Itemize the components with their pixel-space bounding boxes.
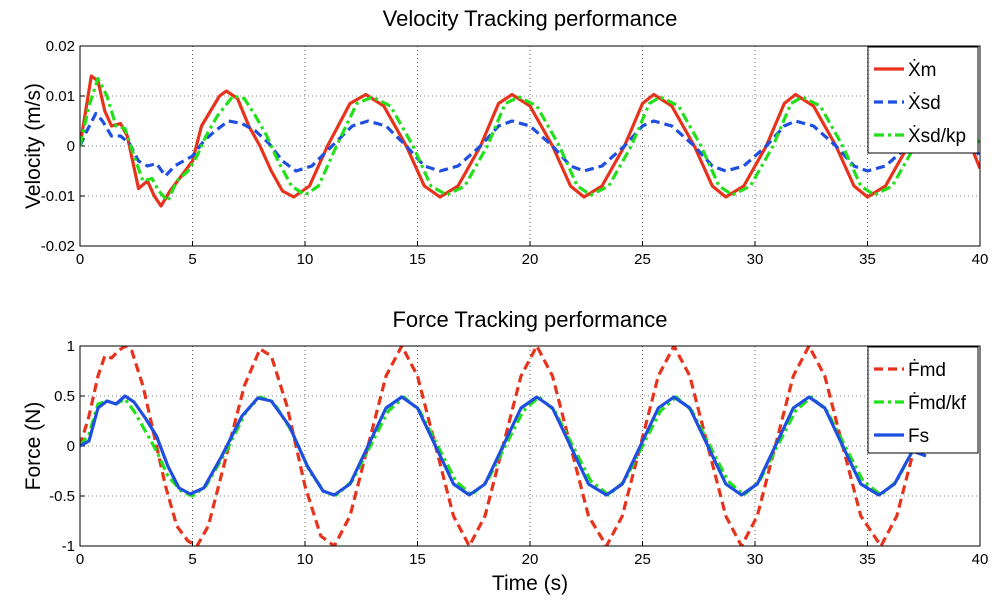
x-tick-label: 40: [972, 551, 989, 568]
y-tick-label: -0.5: [49, 488, 75, 505]
axes-frame: [79, 345, 981, 547]
chart-panel-0: 0 5 10 15 20 25 30 35 40 0.02 0.01 0 -0.01 -0.02 Veloc…: [22, 6, 988, 268]
series-line-1: [80, 395, 935, 498]
legend-label: Fs: [908, 426, 929, 447]
x-tick-label: 35: [859, 551, 876, 568]
x-tick-label: 20: [522, 251, 539, 268]
chart-title: Velocity Tracking performance: [383, 6, 678, 31]
y-tick-label: 0: [67, 138, 75, 155]
x-tick-label: 10: [297, 551, 314, 568]
series-line-0: [80, 346, 935, 546]
series-line-2: [80, 394, 927, 497]
x-tick-label: 30: [747, 251, 764, 268]
y-tick-label: -1: [62, 538, 75, 555]
legend-label: Ḟmd: [908, 360, 946, 381]
x-tick-label: 0: [76, 551, 84, 568]
x-tick-label: 5: [188, 551, 196, 568]
x-tick-label: 0: [76, 251, 84, 268]
y-tick-label: 0.5: [54, 388, 75, 405]
x-tick-label: 20: [522, 551, 539, 568]
series-line-1: [80, 111, 980, 178]
axes-frame: [79, 45, 981, 247]
x-tick-label: 5: [188, 251, 196, 268]
y-axis-label: Force (N): [22, 402, 45, 491]
legend: Ḟmd Ḟmd/kf Fs: [867, 346, 979, 454]
chart-title: Force Tracking performance: [392, 307, 667, 332]
y-tick-label: 0: [67, 438, 75, 455]
legend-box: [867, 46, 979, 154]
y-tick-label: 0.02: [46, 38, 75, 55]
y-tick-label: 1: [67, 338, 75, 355]
legend-label: Ẋm: [908, 60, 937, 81]
x-tick-label: 15: [409, 551, 426, 568]
legend-label: Ẋsd/kp: [908, 126, 966, 147]
legend: Ẋm Ẋsd Ẋsd/kp: [867, 46, 979, 154]
x-tick-label: 10: [297, 251, 314, 268]
y-tick-label: -0.01: [41, 188, 75, 205]
legend-label: Ẋsd: [908, 93, 941, 114]
x-axis-label: Time (s): [492, 572, 568, 595]
y-axis-label: Velocity (m/s): [22, 83, 45, 209]
x-tick-label: 30: [747, 551, 764, 568]
x-tick-label: 15: [409, 251, 426, 268]
y-tick-label: 0.01: [46, 88, 75, 105]
series-line-0: [80, 74, 980, 208]
x-tick-label: 35: [859, 251, 876, 268]
y-tick-label: -0.02: [41, 238, 75, 255]
x-tick-label: 25: [634, 551, 651, 568]
legend-label: Ḟmd/kf: [908, 393, 967, 414]
x-tick-label: 25: [634, 251, 651, 268]
chart-panel-1: 0 5 10 15 20 25 30 35 40 1 0.5 0 -0.5 -1 Force Trackin…: [22, 307, 988, 595]
x-tick-label: 40: [972, 251, 989, 268]
